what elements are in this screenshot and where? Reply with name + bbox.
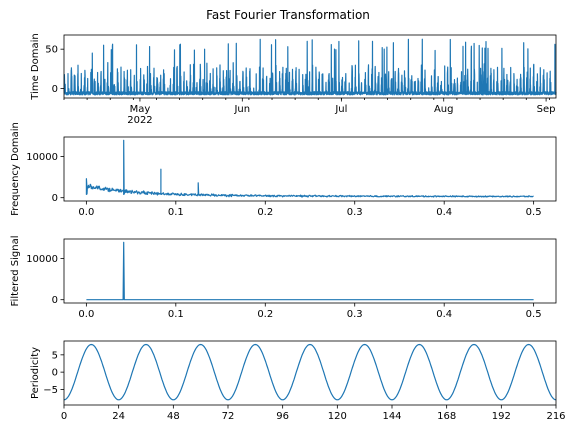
freq-series-line [85,139,534,198]
period-series-line [63,343,557,401]
period-ytick-label: 0 [52,368,58,379]
freq-xtick-label: 0.0 [78,207,94,218]
time-xtick-label: Aug [434,104,454,115]
period-ytick-label: 5 [52,350,58,361]
time-ytick-label: 0 [52,84,58,95]
period-xtick-label: 120 [328,411,347,422]
freq-ytick-label: 10000 [26,152,58,163]
panel-freq: 0 10000 0.0 0.1 0.2 0.3 0.4 0.5 Frequency Domain [10,122,557,218]
period-xtick-label: 192 [492,411,511,422]
period-ytick-label: −5 [43,385,58,396]
freq-xtick-label: 0.5 [526,207,542,218]
freq-xtick-label: 0.2 [257,207,273,218]
time-axes-frame [63,34,557,99]
period-xtick-label: 168 [437,411,456,422]
panel-period: −5 0 5 0 24 48 72 96 120 144 168 192 216 Periodicity [30,340,566,422]
period-xtick-label: 24 [112,411,125,422]
freq-xtick-label: 0.4 [436,207,452,218]
period-ylabel: Periodicity [30,347,41,399]
filtered-xtick-label: 0.2 [257,309,273,320]
time-xtick-label: Sep [537,104,556,115]
time-ylabel: Time Domain [30,33,41,100]
freq-ytick-label: 0 [52,193,58,204]
filtered-axes-frame [63,238,557,304]
time-xtick-label: Jul [334,104,347,115]
panel-filtered: 0 10000 0.0 0.1 0.2 0.3 0.4 0.5 Filtered Signal [10,236,557,320]
filtered-xtick-label: 0.1 [168,309,184,320]
freq-axes-frame [63,136,557,202]
time-series-line [63,38,557,96]
freq-xtick-label: 0.3 [347,207,363,218]
period-xtick-label: 216 [546,411,565,422]
filtered-ylabel: Filtered Signal [10,236,21,307]
filtered-xtick-label: 0.5 [526,309,542,320]
time-xtick-label: May [130,104,151,115]
filtered-series-line [86,241,534,301]
time-xtick-label: Jun [233,104,250,115]
period-xtick-label: 0 [61,411,67,422]
period-axes-frame [63,340,557,406]
filtered-ytick-label: 10000 [26,254,58,265]
freq-xtick-label: 0.1 [168,207,184,218]
figure-title: Fast Fourier Transformation [206,8,370,22]
filtered-xtick-label: 0.4 [436,309,452,320]
filtered-xtick-label: 0.0 [78,309,94,320]
period-xtick-label: 48 [167,411,180,422]
filtered-ytick-label: 0 [52,295,58,306]
period-xtick-label: 144 [382,411,401,422]
filtered-xtick-label: 0.3 [347,309,363,320]
period-xtick-label: 72 [222,411,235,422]
time-ytick-label: 50 [45,45,58,56]
time-xtick-year-label: 2022 [127,115,152,126]
freq-ylabel: Frequency Domain [10,122,21,216]
period-xtick-label: 96 [276,411,289,422]
